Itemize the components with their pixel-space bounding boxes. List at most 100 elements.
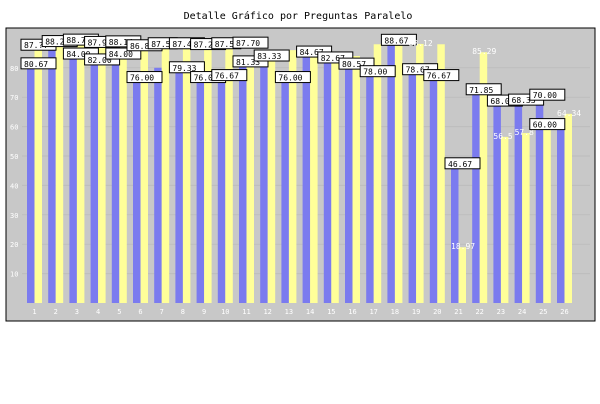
- x-tick-label: 24: [518, 308, 526, 316]
- bar: [154, 67, 162, 303]
- x-tick-label: 11: [242, 308, 250, 316]
- bar: [323, 59, 332, 304]
- x-tick-label: 12: [263, 308, 271, 316]
- data-label-text: 68.33: [512, 96, 536, 105]
- data-label-text: 88.73: [66, 36, 90, 45]
- data-label: 18.97: [451, 242, 475, 251]
- data-label: 84.00: [105, 47, 142, 60]
- bar: [331, 53, 339, 303]
- bar: [522, 133, 530, 303]
- data-label: 88.67: [380, 33, 417, 46]
- x-tick-label: 2: [54, 308, 58, 316]
- x-axis-ticks: 1 2 3 4 5 6 7 8 9 10 11 12 13 14 15 16 17 18 19 20 21 22 23 24 2…: [32, 308, 568, 316]
- bar: [479, 52, 488, 303]
- bar: [288, 50, 297, 303]
- data-label-text: 76.00: [278, 74, 302, 83]
- data-label-text: 87.5: [215, 40, 234, 49]
- x-tick-label: 3: [75, 308, 79, 316]
- bars: [27, 42, 572, 304]
- bar: [161, 45, 170, 304]
- bar: [34, 47, 42, 303]
- data-label-text: 46.67: [448, 160, 472, 169]
- bar: [182, 46, 191, 303]
- x-tick-label: 19: [412, 308, 420, 316]
- bar: [90, 61, 99, 303]
- x-tick-label: 20: [433, 308, 441, 316]
- data-label-text: 79.33: [172, 64, 196, 73]
- data-label-box: [168, 61, 205, 74]
- bar: [204, 45, 212, 303]
- bar: [225, 45, 233, 304]
- x-tick-label: 17: [369, 308, 377, 316]
- data-label-box: [317, 51, 354, 64]
- bar: [246, 56, 254, 303]
- data-label-text: 78.67: [406, 66, 430, 75]
- bar: [48, 43, 56, 303]
- x-tick-label: 5: [117, 308, 121, 316]
- y-tick-label: 80: [10, 65, 18, 73]
- data-label: 76.00: [274, 71, 311, 84]
- data-label-text: 71.85: [469, 86, 493, 95]
- bar: [500, 136, 509, 303]
- data-label-text: 83.33: [257, 52, 281, 61]
- data-label: 80.57: [338, 57, 375, 70]
- x-tick-label: 14: [306, 308, 314, 316]
- data-label-text: 87.49: [172, 40, 196, 49]
- data-label-box: [465, 83, 502, 96]
- data-label-box: [126, 71, 163, 84]
- x-tick-label: 4: [96, 308, 100, 316]
- data-label-text: 76.00: [130, 74, 154, 83]
- data-label-text: 88.14: [109, 38, 133, 47]
- data-label-box: [423, 69, 460, 82]
- x-tick-label: 13: [285, 308, 293, 316]
- bar: [387, 42, 395, 303]
- x-tick-label: 21: [454, 308, 462, 316]
- bar: [27, 65, 35, 303]
- x-tick-label: 15: [327, 308, 335, 316]
- x-tick-label: 9: [202, 308, 206, 316]
- data-label: 88.12: [409, 39, 433, 48]
- data-label-text: 88.24: [45, 38, 69, 47]
- bar: [543, 129, 551, 303]
- data-label-box: [529, 88, 566, 101]
- bar: [373, 44, 382, 303]
- x-tick-label: 22: [475, 308, 483, 316]
- y-tick-label: 60: [10, 124, 18, 132]
- data-label-text: 87.5: [151, 40, 170, 49]
- bar: [557, 126, 565, 303]
- data-label: 76.67: [423, 69, 460, 82]
- data-label: 70.00: [529, 88, 566, 101]
- bar: [69, 56, 77, 303]
- data-label: 46.67: [444, 157, 481, 170]
- bar: [493, 103, 501, 303]
- data-label: 85.29: [472, 47, 496, 56]
- data-label-text: 87.??: [24, 41, 48, 50]
- data-label-text: 68.00: [490, 97, 514, 106]
- bar: [416, 43, 424, 304]
- x-tick-label: 25: [539, 308, 547, 316]
- bar: [76, 44, 85, 303]
- data-label-box: [274, 71, 311, 84]
- y-axis-ticks: 10 20 30 40 50 60 70 80: [10, 65, 18, 279]
- bar: [514, 102, 523, 303]
- x-tick-label: 10: [221, 308, 229, 316]
- data-label-text: 88.67: [384, 36, 408, 45]
- data-label-text: 78.00: [363, 68, 387, 77]
- data-label-text: 76.67: [427, 72, 451, 81]
- data-label-box: [211, 69, 248, 82]
- data-label-box: [444, 157, 481, 170]
- data-label: 87.70: [232, 36, 269, 49]
- data-label: 64.34: [557, 109, 581, 118]
- bar: [260, 58, 268, 304]
- bar: [98, 43, 106, 303]
- bar: [281, 79, 289, 303]
- bar: [310, 50, 318, 303]
- x-tick-label: 1: [32, 308, 36, 316]
- bar: [267, 50, 276, 303]
- bar: [133, 79, 141, 303]
- x-tick-label: 23: [497, 308, 505, 316]
- bar: [535, 97, 544, 303]
- data-label-text: 84.67: [300, 48, 324, 57]
- data-label-text: 87.95: [88, 38, 112, 47]
